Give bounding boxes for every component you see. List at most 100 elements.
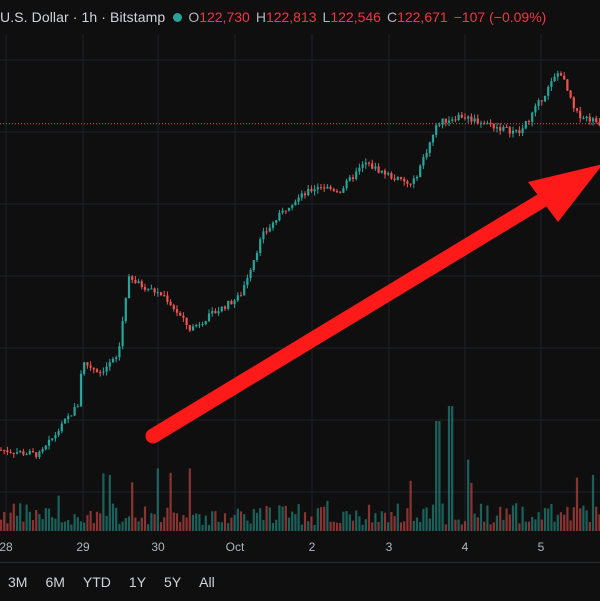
candle-body <box>438 124 441 126</box>
volume-bar <box>588 522 591 531</box>
volume-bar <box>537 512 540 531</box>
candle-body <box>38 451 41 458</box>
volume-bar <box>495 515 499 531</box>
volume-bar <box>159 522 163 531</box>
candle-body <box>198 324 201 326</box>
volume-bar <box>428 518 431 531</box>
volume-bar <box>553 521 556 531</box>
candle-body <box>6 450 9 453</box>
candle-body <box>134 279 137 284</box>
candle-body <box>383 170 387 175</box>
volume-bar <box>393 516 396 531</box>
candle-body <box>553 76 556 82</box>
candle-body <box>367 162 371 164</box>
volume-bar <box>169 472 172 531</box>
open-value: 122,730 <box>199 9 250 25</box>
volume-bar <box>473 513 476 531</box>
candle-body <box>515 130 518 132</box>
candle-body <box>60 423 63 432</box>
volume-bar <box>108 474 111 531</box>
candle-body <box>246 277 249 286</box>
candle-body <box>332 188 335 192</box>
candle-body <box>316 187 319 190</box>
candle-body <box>35 452 38 458</box>
volume-bar <box>188 468 191 531</box>
candle-body <box>335 191 339 193</box>
range-toolbar: 3M 6M YTD 1Y 5Y All <box>0 562 600 601</box>
volume-bar <box>140 517 143 531</box>
volume-bar <box>511 505 515 531</box>
volume-bar <box>332 521 335 531</box>
candle-body <box>399 177 403 179</box>
volume-bar <box>67 519 70 531</box>
candle-body <box>415 176 419 179</box>
candle-body <box>479 123 483 125</box>
candle-body <box>19 451 22 453</box>
volume-bar <box>319 507 323 531</box>
volume-bar <box>182 515 185 531</box>
volume-bar <box>111 503 115 531</box>
candle-body <box>236 295 239 301</box>
volume-bar <box>63 521 67 531</box>
volume-bar <box>425 507 428 531</box>
x-tick-label: 30 <box>151 540 165 554</box>
candle-body <box>518 130 521 134</box>
candle-body <box>214 311 217 314</box>
range-all-button[interactable]: All <box>199 574 215 590</box>
volume-bar <box>547 508 550 531</box>
price-chart[interactable]: 28 29 30 Oct 2 3 4 5 <box>0 0 600 562</box>
x-tick-label: 28 <box>0 540 13 554</box>
volume-bar <box>300 524 303 531</box>
volume-bar <box>499 506 502 531</box>
candle-body <box>361 164 364 168</box>
candle-body <box>447 120 451 123</box>
candle-body <box>425 152 428 158</box>
volume-bar <box>239 511 243 531</box>
candle-body <box>41 449 44 452</box>
volume-bar <box>230 517 233 531</box>
candle-body <box>195 325 198 327</box>
volume-bar <box>358 516 361 531</box>
candle-body <box>243 285 246 296</box>
candle-body <box>22 451 25 455</box>
volume-bar <box>217 521 220 531</box>
range-6m-button[interactable]: 6M <box>45 574 65 590</box>
candle-body <box>233 300 236 305</box>
candle-body <box>44 445 47 450</box>
volume-bar <box>559 512 563 531</box>
candle-body <box>502 126 505 131</box>
volume-bar <box>54 518 57 531</box>
volume-bar <box>310 516 313 531</box>
range-ytd-button[interactable]: YTD <box>82 574 111 590</box>
candle-body <box>563 75 566 80</box>
close-label: C <box>386 9 398 25</box>
range-3m-button[interactable]: 3M <box>8 574 28 590</box>
volume-bar <box>220 522 223 531</box>
candle-body <box>588 116 591 122</box>
candle-body <box>239 295 243 297</box>
candle-body <box>156 292 159 294</box>
candle-body <box>524 121 527 129</box>
volume-bar <box>441 503 444 531</box>
volume-bar <box>585 510 588 531</box>
volume-bar <box>566 506 569 531</box>
volume-bar <box>246 520 249 531</box>
candle-body <box>230 300 233 305</box>
candle-body <box>262 231 265 240</box>
candle-body <box>86 362 89 366</box>
candle-body <box>377 166 380 173</box>
volume-bar <box>492 522 495 531</box>
candle-body <box>428 142 431 153</box>
range-1y-button[interactable]: 1Y <box>128 574 147 590</box>
candle-body <box>179 312 182 316</box>
volume-bar <box>268 507 271 531</box>
volume-bar <box>563 514 566 531</box>
volume-bar <box>515 503 518 531</box>
volume-bar <box>313 524 316 531</box>
range-5y-button[interactable]: 5Y <box>164 574 182 590</box>
volume-bar <box>175 513 179 531</box>
volume-bar <box>137 521 140 531</box>
candle-body <box>115 357 118 359</box>
volume-bar <box>198 514 201 531</box>
volume-bar <box>284 505 287 531</box>
